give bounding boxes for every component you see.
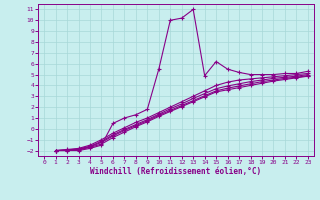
X-axis label: Windchill (Refroidissement éolien,°C): Windchill (Refroidissement éolien,°C) xyxy=(91,167,261,176)
